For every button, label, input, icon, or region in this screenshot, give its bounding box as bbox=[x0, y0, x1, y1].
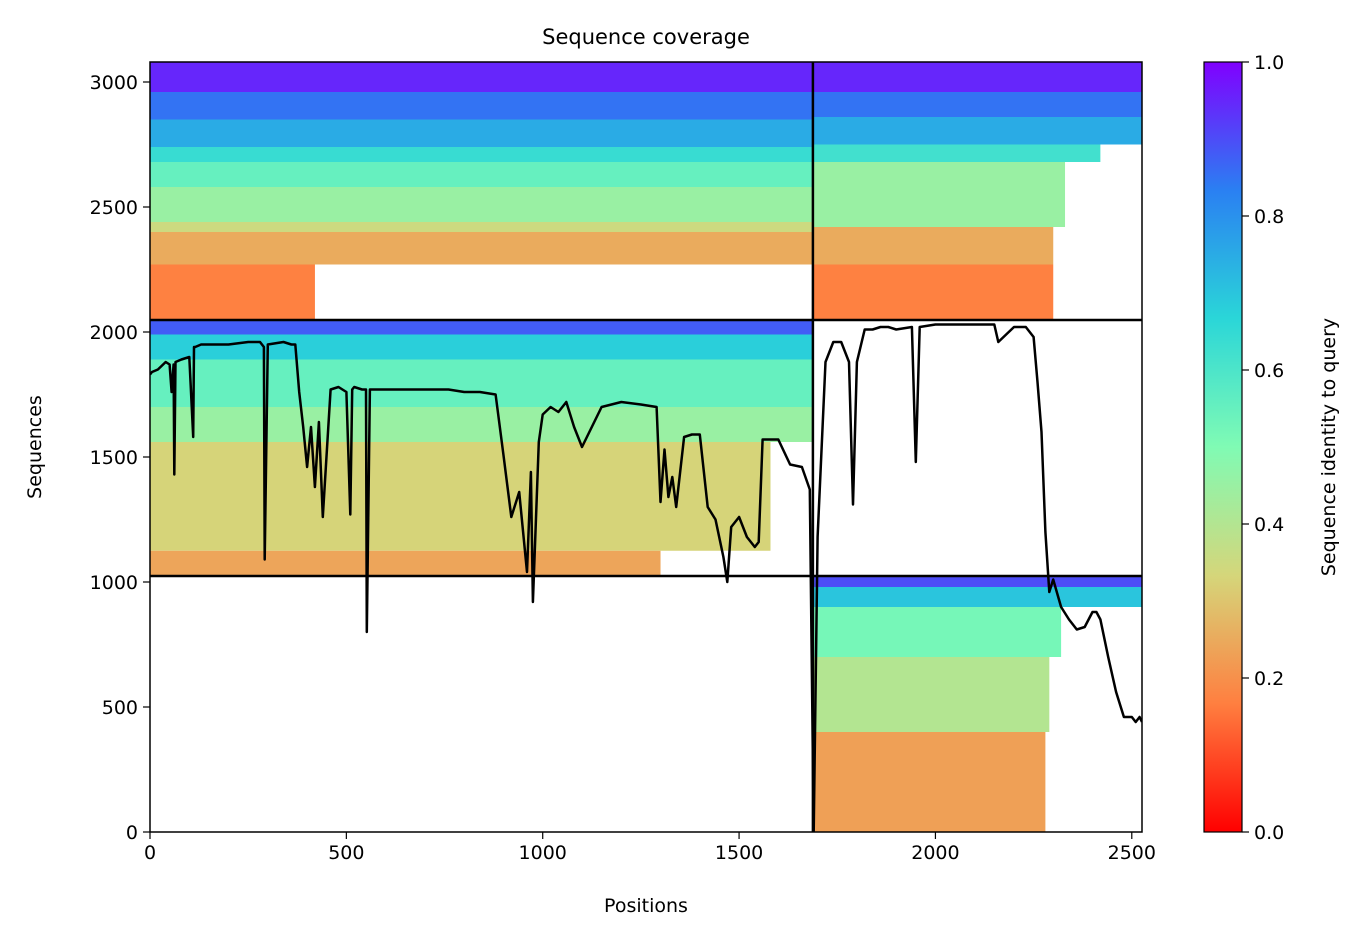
coverage-band bbox=[812, 657, 1050, 732]
coverage-band bbox=[812, 92, 1142, 117]
y-tick-label: 0 bbox=[126, 822, 138, 844]
coverage-band bbox=[812, 607, 1062, 657]
coverage-band bbox=[150, 62, 813, 92]
colorbar-tick-label: 0.8 bbox=[1254, 206, 1284, 228]
coverage-band bbox=[812, 587, 1142, 607]
coverage-heatmap bbox=[150, 62, 1142, 832]
coverage-band bbox=[812, 732, 1046, 832]
y-tick-label: 3000 bbox=[90, 72, 138, 94]
y-tick-label: 2500 bbox=[90, 197, 138, 219]
chart-title: Sequence coverage bbox=[542, 25, 750, 49]
x-axis-label: Positions bbox=[604, 895, 688, 917]
coverage-band bbox=[150, 334, 813, 360]
x-tick-label: 1000 bbox=[519, 842, 567, 864]
colorbar-tick-label: 0.0 bbox=[1254, 822, 1284, 844]
colorbar-label: Sequence identity to query bbox=[1318, 318, 1340, 576]
coverage-band bbox=[150, 320, 813, 335]
coverage-band bbox=[812, 227, 1054, 265]
x-tick-label: 2000 bbox=[911, 842, 959, 864]
colorbar-tick-label: 1.0 bbox=[1254, 52, 1284, 74]
coverage-line-layer bbox=[150, 323, 1142, 832]
y-axis-label: Sequences bbox=[24, 395, 46, 499]
coverage-band bbox=[812, 264, 1054, 320]
colorbar-ticks: 0.0 0.2 0.4 0.6 0.8 1.0 bbox=[1242, 52, 1284, 844]
x-tick-label: 500 bbox=[328, 842, 364, 864]
coverage-band bbox=[150, 407, 813, 442]
y-tick-label: 1500 bbox=[90, 447, 138, 469]
x-tick-label: 2500 bbox=[1108, 842, 1156, 864]
coverage-line bbox=[150, 323, 1142, 832]
coverage-band bbox=[150, 264, 315, 320]
coverage-band bbox=[812, 162, 1066, 227]
y-tick-label: 2000 bbox=[90, 322, 138, 344]
coverage-band bbox=[812, 144, 1101, 162]
coverage-band bbox=[150, 119, 813, 147]
coverage-band bbox=[150, 442, 771, 551]
colorbar bbox=[1203, 61, 1243, 833]
coverage-band bbox=[812, 117, 1142, 145]
y-tick-label: 1000 bbox=[90, 572, 138, 594]
coverage-band bbox=[150, 147, 813, 162]
coverage-band bbox=[150, 187, 813, 222]
y-axis-ticks: 0 500 1000 1500 2000 2500 3000 bbox=[90, 72, 150, 844]
coverage-band bbox=[812, 62, 1142, 92]
y-tick-label: 500 bbox=[102, 697, 138, 719]
coverage-band bbox=[150, 222, 813, 232]
colorbar-tick-label: 0.4 bbox=[1254, 514, 1284, 536]
colorbar-tick-label: 0.2 bbox=[1254, 668, 1284, 690]
coverage-band bbox=[150, 550, 661, 576]
x-tick-label: 1500 bbox=[715, 842, 763, 864]
coverage-band bbox=[150, 359, 813, 407]
plot-frame bbox=[149, 61, 1143, 833]
coverage-band bbox=[812, 576, 1142, 587]
coverage-band bbox=[150, 232, 813, 265]
colorbar-tick-label: 0.6 bbox=[1254, 360, 1284, 382]
x-tick-label: 0 bbox=[144, 842, 156, 864]
coverage-band bbox=[150, 92, 813, 120]
coverage-band bbox=[150, 162, 813, 187]
x-axis-ticks: 0 500 1000 1500 2000 2500 bbox=[144, 832, 1156, 864]
